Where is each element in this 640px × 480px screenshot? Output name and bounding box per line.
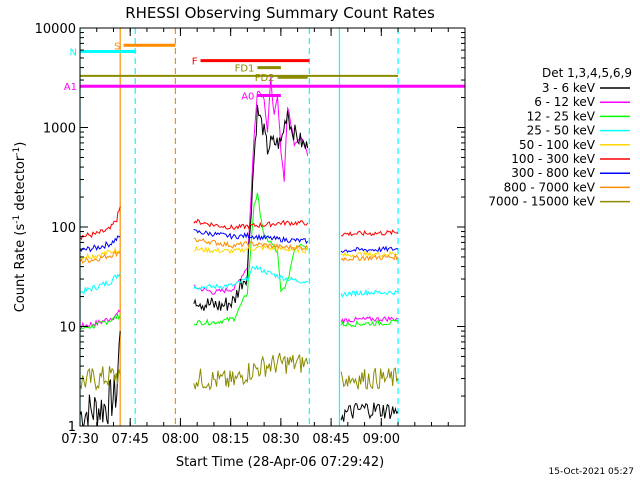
y-axis-label: Count Rate (s-1 detector-1)	[12, 142, 28, 313]
legend-label: 25 - 50 keV	[527, 124, 596, 138]
x-axis-ticks: 07:30 07:45 08:00 08:15 08:30 08:45 09:00	[61, 28, 466, 447]
legend-label: 6 - 12 keV	[534, 95, 596, 109]
legend-title: Det 1,3,4,5,6,9	[542, 66, 632, 80]
legend-label: 800 - 7000 keV	[504, 180, 596, 194]
flag-label: F	[192, 57, 198, 68]
y-tick-label: 10000	[35, 22, 76, 37]
series-line	[80, 311, 121, 331]
x-axis-label: Start Time (28-Apr-06 07:29:42)	[176, 455, 384, 470]
series-line	[193, 192, 308, 326]
series-line	[80, 366, 121, 392]
legend-label: 100 - 300 keV	[511, 152, 595, 166]
chart-title: RHESSI Observing Summary Count Rates	[125, 4, 435, 22]
series-line	[80, 206, 121, 241]
series-line	[340, 367, 399, 390]
legend-label: 50 - 100 keV	[519, 138, 596, 152]
x-tick-label: 08:15	[212, 432, 249, 447]
x-tick-label: 08:45	[312, 432, 349, 447]
series-line	[340, 250, 399, 258]
flag-label: A1	[64, 82, 77, 93]
series-line	[340, 315, 399, 325]
flag-label: S	[114, 41, 120, 52]
x-tick-label: 08:30	[262, 432, 299, 447]
series-line	[340, 402, 399, 422]
series-line	[193, 265, 308, 290]
series-line	[80, 250, 121, 264]
series-line	[193, 104, 309, 311]
series-line	[340, 229, 399, 237]
series-line	[193, 76, 309, 295]
y-tick-label: 1	[68, 420, 76, 435]
series-line	[193, 352, 309, 391]
timestamp: 15-Oct-2021 05:27	[549, 467, 634, 477]
legend-label: 300 - 800 keV	[511, 166, 595, 180]
x-tick-label: 07:30	[61, 432, 98, 447]
x-tick-label: 07:45	[111, 432, 148, 447]
series-line	[340, 288, 399, 298]
legend-label: 12 - 25 keV	[527, 109, 596, 123]
flag-label: FD2	[255, 73, 275, 84]
legend-label: 7000 - 15000 keV	[488, 195, 595, 209]
flag-label: N	[70, 48, 77, 59]
series-line	[340, 252, 399, 262]
series-line	[193, 229, 309, 245]
series-line	[340, 319, 399, 328]
series-line	[80, 272, 121, 295]
series-line	[193, 218, 309, 231]
series-line	[193, 237, 309, 251]
series-line	[193, 244, 309, 255]
flag-label: FD1	[235, 64, 255, 75]
x-tick-label: 08:00	[162, 432, 199, 447]
y-tick-label: 1000	[43, 122, 76, 137]
y-tick-label: 100	[51, 221, 76, 236]
series-line	[80, 309, 121, 329]
y-tick-label: 10	[59, 321, 76, 336]
y-axis-ticks: 1 10 100 1000 10000	[35, 22, 465, 435]
flag-label: A0	[241, 91, 254, 102]
series-line	[80, 235, 121, 253]
legend-label: 3 - 6 keV	[542, 81, 596, 95]
series-line	[340, 245, 399, 254]
x-tick-label: 09:00	[363, 432, 400, 447]
